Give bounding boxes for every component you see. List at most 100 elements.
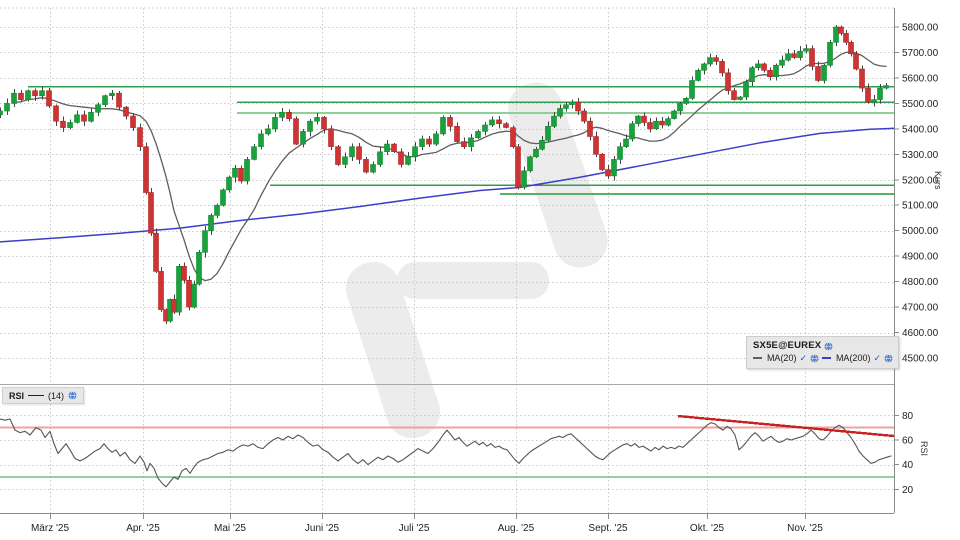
candle-body — [220, 189, 226, 206]
candle-body — [32, 90, 38, 97]
rsi-panel — [0, 414, 895, 488]
candle-body — [370, 164, 376, 173]
candle-body — [755, 63, 761, 69]
month-axis-label: Apr. '25 — [126, 523, 160, 534]
candle-body — [405, 156, 411, 165]
candle-body — [725, 72, 731, 91]
candle-body — [186, 279, 192, 308]
price-axis-label: 5500.00 — [902, 99, 939, 110]
candle-body — [196, 252, 202, 285]
watermark-bar — [397, 262, 549, 299]
candle-body — [496, 119, 502, 125]
price-axis-label: 4700.00 — [902, 303, 939, 314]
candle-body — [454, 126, 460, 142]
candle-body — [293, 118, 299, 145]
rsi-axis-label: 60 — [902, 435, 914, 446]
candle-body — [713, 57, 719, 62]
candle-body — [665, 118, 671, 126]
candle-body — [605, 169, 611, 177]
candle-body — [426, 138, 432, 145]
candle-body — [153, 232, 159, 272]
candle-body — [419, 138, 425, 147]
candle-body — [176, 265, 182, 313]
candle-body — [853, 53, 859, 70]
candle-body — [743, 81, 749, 98]
candle-body — [181, 265, 187, 281]
candle-body — [272, 117, 278, 130]
rsi-trendline — [677, 414, 895, 438]
candle-body — [859, 68, 865, 89]
candle-body — [148, 192, 154, 234]
candle-body — [611, 159, 617, 177]
candle-body — [815, 66, 821, 81]
candle-body — [300, 131, 306, 145]
globe-icon[interactable] — [884, 353, 893, 363]
candle-body — [258, 133, 264, 147]
candle-body — [314, 117, 320, 122]
candle-body — [279, 112, 285, 118]
price-axis-label: 5200.00 — [902, 175, 939, 186]
candle-body — [533, 148, 539, 158]
month-axis-label: Mai '25 — [214, 523, 246, 534]
price-axis-label: 5600.00 — [902, 73, 939, 84]
rsi-axis-title: RSI — [919, 441, 929, 457]
ma20-label: MA(20) — [766, 353, 797, 363]
candle-body — [391, 143, 397, 153]
globe-icon[interactable] — [824, 341, 833, 351]
candle-body — [11, 92, 17, 104]
candle-body — [563, 104, 569, 109]
candle-body — [510, 127, 516, 147]
ma200-checkbox[interactable]: ✓ — [873, 352, 881, 363]
candle-body — [797, 50, 803, 58]
candle-body — [635, 115, 641, 124]
candle-body — [833, 26, 839, 43]
globe-icon[interactable] — [810, 353, 819, 363]
candle-body — [238, 168, 244, 182]
candle-body — [587, 120, 593, 137]
candle-body — [226, 176, 232, 191]
candle-body — [109, 92, 115, 96]
candle-body — [81, 114, 87, 122]
price-axis-label: 5700.00 — [902, 48, 939, 59]
candle-body — [171, 299, 177, 313]
candle-body — [785, 53, 791, 61]
candle-body — [398, 151, 404, 165]
candle-body — [791, 53, 797, 58]
candle-body — [838, 26, 844, 34]
legend-symbol-row: SX5E@EUREX — [753, 340, 893, 352]
rsi-line-swatch — [28, 395, 45, 396]
candle-body — [701, 63, 707, 71]
ma200-line-swatch — [822, 357, 831, 359]
candle-body — [39, 90, 45, 97]
candle-body — [551, 115, 557, 127]
candle-body — [761, 63, 767, 71]
legend-box: SX5E@EUREX MA(20) ✓ MA(200) ✓ — [746, 336, 899, 369]
candle-body — [527, 156, 533, 172]
candle-body — [489, 119, 495, 126]
candle-body — [53, 105, 59, 122]
price-axis-label: 4600.00 — [902, 328, 939, 339]
axes: 5800.00 5700.00 5600.00 5500.00 5400.00 5300.… — [0, 8, 939, 534]
candle-body — [671, 110, 677, 119]
candle-body — [328, 128, 334, 147]
candle-body — [46, 90, 52, 107]
month-axis-label: Okt. '25 — [690, 523, 725, 534]
candle-body — [214, 204, 220, 216]
candle-body — [569, 101, 575, 105]
price-axis-label: 5100.00 — [902, 201, 939, 212]
ma20-checkbox[interactable]: ✓ — [799, 352, 807, 363]
candle-body — [88, 112, 94, 122]
candle-body — [689, 80, 695, 99]
price-axis-label: 5000.00 — [902, 226, 939, 237]
month-axis-label: Juni '25 — [305, 523, 340, 534]
candle-body — [440, 117, 446, 135]
candle-body — [641, 115, 647, 123]
rsi-title: RSI — [9, 390, 25, 401]
price-axis-label: 5800.00 — [902, 23, 939, 34]
candle-body — [4, 103, 10, 112]
globe-icon[interactable] — [68, 391, 77, 400]
candle-body — [482, 124, 488, 132]
candle-body — [123, 106, 129, 117]
candle-body — [356, 146, 362, 160]
candle-body — [158, 271, 164, 310]
